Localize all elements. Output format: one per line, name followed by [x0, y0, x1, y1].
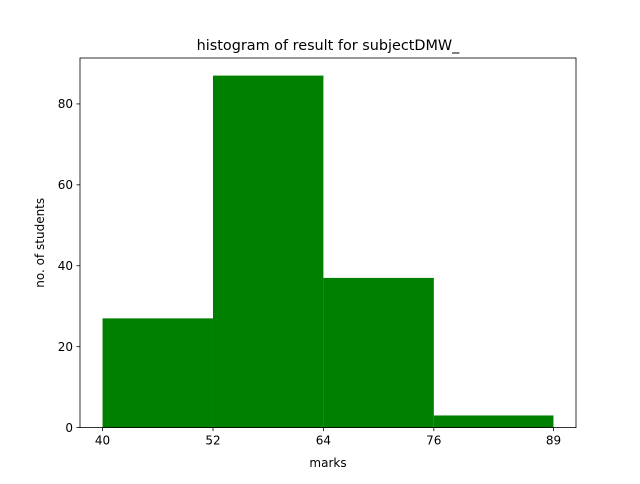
- x-axis-label: marks: [309, 456, 346, 470]
- histogram-bar: [433, 415, 554, 428]
- x-tick-label: 40: [95, 434, 110, 448]
- x-tick-label: 52: [205, 434, 220, 448]
- y-tick-label: 80: [58, 97, 73, 111]
- y-tick-label: 40: [58, 259, 73, 273]
- plot-area-frame: [79, 57, 577, 429]
- x-tick-label: 89: [546, 434, 561, 448]
- y-tick-label: 20: [58, 340, 73, 354]
- x-tick-label: 76: [426, 434, 441, 448]
- bars-layer: [102, 75, 554, 428]
- y-axis: 0 20 40 60 80: [58, 97, 80, 435]
- y-tick-label: 60: [58, 178, 73, 192]
- histogram-bar: [102, 318, 213, 428]
- x-axis: 40 52 64 76 89: [95, 427, 561, 448]
- y-tick-label: 0: [65, 421, 73, 435]
- chart-title: histogram of result for subjectDMW_: [197, 38, 461, 54]
- histogram-bar: [212, 75, 324, 428]
- x-tick-label: 64: [316, 434, 331, 448]
- histogram-bar: [323, 277, 434, 428]
- y-axis-label: no. of students: [33, 198, 47, 288]
